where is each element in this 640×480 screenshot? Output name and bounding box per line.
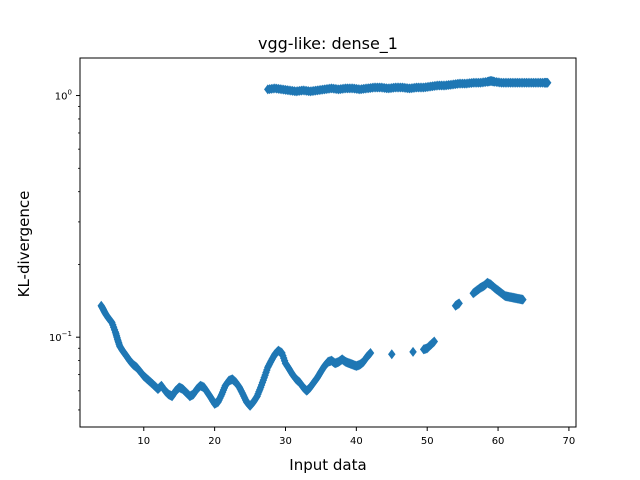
x-tick-label: 10 <box>137 436 150 447</box>
x-axis-label: Input data <box>289 456 366 474</box>
chart-title: vgg-like: dense_1 <box>258 34 398 54</box>
x-axis: 10 20 30 40 50 60 70 <box>137 427 575 447</box>
x-tick-label: 70 <box>563 436 576 447</box>
x-tick-label: 40 <box>350 436 363 447</box>
data-point <box>409 346 417 357</box>
data-point <box>388 349 396 360</box>
data-points <box>97 75 552 411</box>
x-tick-label: 50 <box>421 436 434 447</box>
plot-frame <box>79 57 577 428</box>
x-tick-label: 30 <box>279 436 292 447</box>
data-point <box>519 294 527 305</box>
x-tick-label: 20 <box>208 436 221 447</box>
data-point <box>366 348 375 359</box>
data-point <box>430 336 439 347</box>
x-tick-label: 60 <box>492 436 505 447</box>
data-point <box>543 77 552 88</box>
data-point <box>455 298 463 309</box>
y-axis-label: KL-divergence <box>15 191 33 298</box>
